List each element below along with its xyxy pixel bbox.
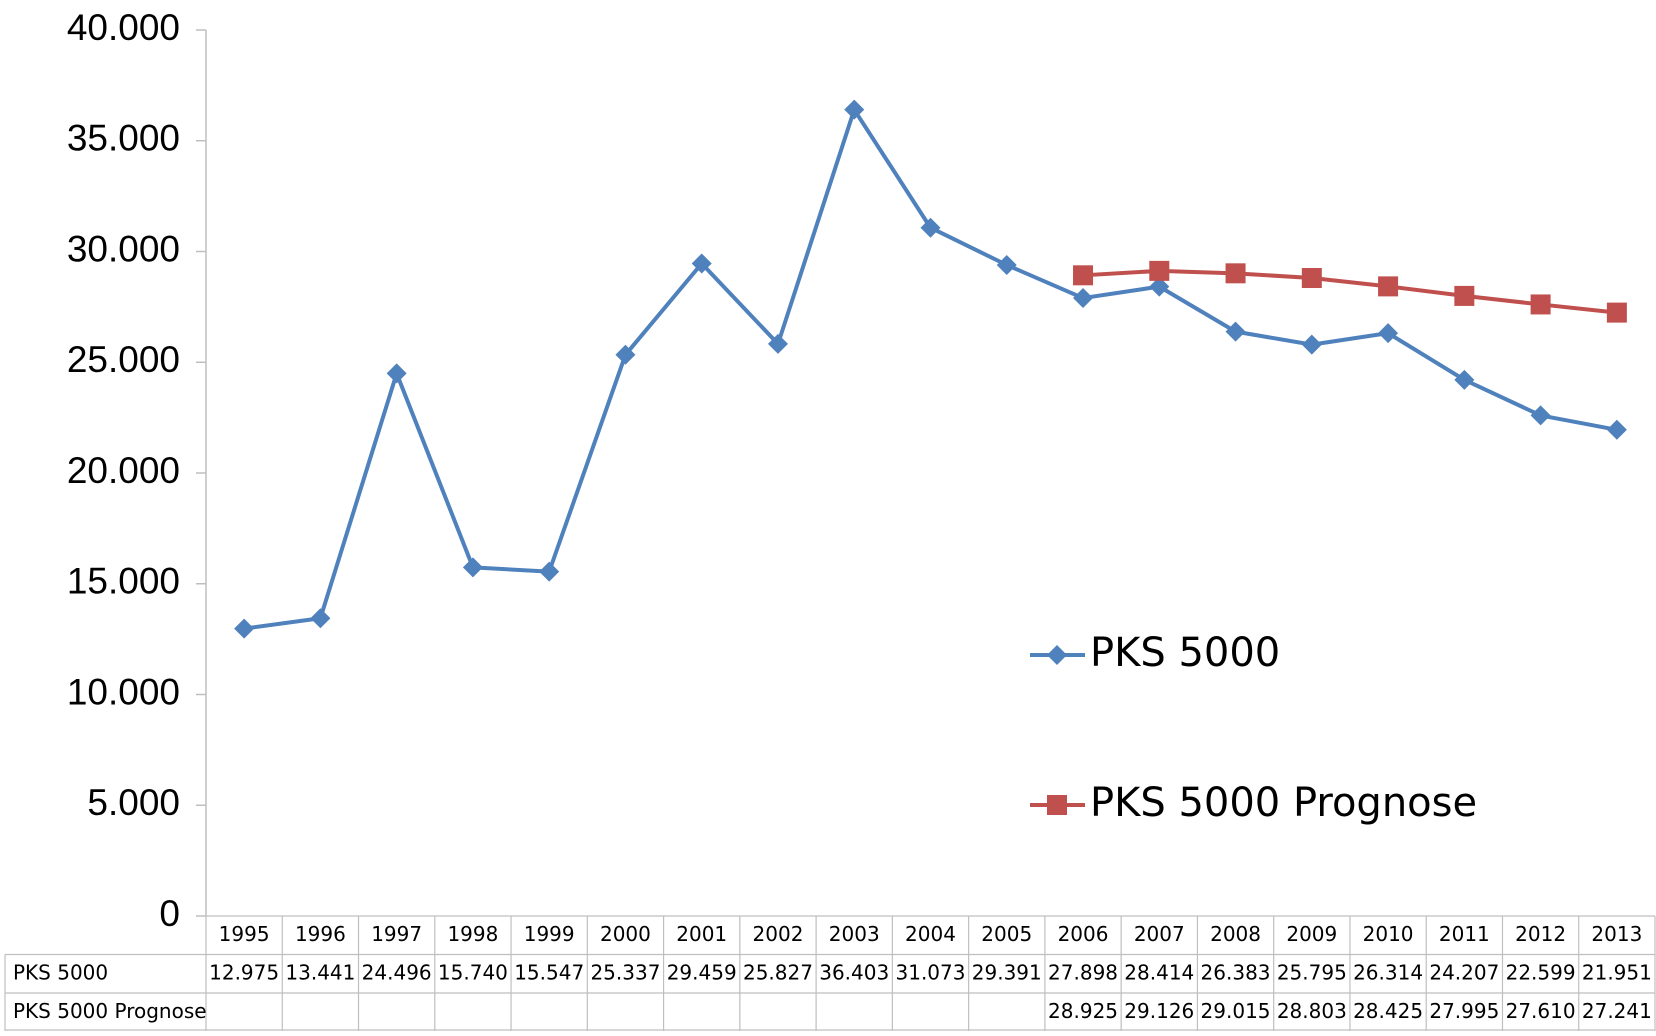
table-cell: 25.827 [743, 960, 813, 984]
table-cell: 24.207 [1429, 960, 1499, 984]
table-cell: 27.610 [1506, 999, 1576, 1023]
point [1301, 268, 1322, 289]
table-cell: 25.337 [590, 960, 660, 984]
point [1073, 265, 1094, 286]
table-cell: 27.241 [1582, 999, 1652, 1023]
table-cell: 29.015 [1201, 999, 1271, 1023]
x-tick-label: 2009 [1286, 922, 1337, 946]
point [310, 608, 331, 629]
y-tick-label: 20.000 [67, 450, 180, 491]
x-tick-label: 2012 [1515, 922, 1566, 946]
table-cell: 29.391 [972, 960, 1042, 984]
y-tick-label: 0 [159, 893, 180, 934]
y-tick-label: 15.000 [67, 561, 180, 602]
point [767, 333, 788, 354]
table-cell: 25.795 [1277, 960, 1347, 984]
point [1225, 263, 1246, 284]
table-cell: 28.425 [1353, 999, 1423, 1023]
point [462, 557, 483, 578]
legend-label: PKS 5000 Prognose [1090, 780, 1477, 826]
x-tick-label: 1995 [219, 922, 270, 946]
x-tick-label: 1996 [295, 922, 346, 946]
table-cell: 36.403 [819, 960, 889, 984]
point [1378, 276, 1399, 297]
x-tick-label: 2003 [829, 922, 880, 946]
point [1606, 419, 1627, 440]
table-cell: 26.383 [1201, 960, 1271, 984]
point [1225, 321, 1246, 342]
x-tick-label: 2007 [1134, 922, 1185, 946]
x-tick-label: 1998 [447, 922, 498, 946]
y-tick-label: 5.000 [87, 782, 180, 823]
legend-marker [1047, 645, 1067, 665]
x-tick-label: 2010 [1363, 922, 1414, 946]
table-cell: 22.599 [1506, 960, 1576, 984]
legend-marker [1047, 795, 1067, 815]
table-row-label: PKS 5000 [13, 960, 108, 984]
y-tick-label: 40.000 [67, 7, 180, 48]
point [996, 254, 1017, 275]
table-cell: 27.898 [1048, 960, 1118, 984]
table-cell: 27.995 [1429, 999, 1499, 1023]
point [234, 618, 255, 639]
x-tick-label: 2004 [905, 922, 956, 946]
x-tick-label: 2005 [981, 922, 1032, 946]
y-tick-label: 30.000 [67, 228, 180, 269]
table-cell: 31.073 [896, 960, 966, 984]
table-cell: 29.126 [1124, 999, 1194, 1023]
table-cell: 15.740 [438, 960, 508, 984]
x-tick-label: 2013 [1591, 922, 1642, 946]
table-cell: 28.925 [1048, 999, 1118, 1023]
point [844, 99, 865, 120]
x-tick-label: 1999 [524, 922, 575, 946]
table-row-label: PKS 5000 Prognose [13, 999, 207, 1023]
y-tick-label: 25.000 [67, 339, 180, 380]
x-tick-label: 2011 [1439, 922, 1490, 946]
table-cell: 12.975 [209, 960, 279, 984]
point [920, 217, 941, 238]
point [1606, 302, 1627, 323]
point [1073, 288, 1094, 309]
point [1530, 405, 1551, 426]
point [1378, 323, 1399, 344]
x-tick-label: 2000 [600, 922, 651, 946]
series-line [243, 107, 1618, 631]
point [1454, 285, 1475, 306]
table-cell: 26.314 [1353, 960, 1423, 984]
y-tick-label: 10.000 [67, 671, 180, 712]
table-cell: 24.496 [362, 960, 432, 984]
table-cell: 28.803 [1277, 999, 1347, 1023]
table-cell: 29.459 [667, 960, 737, 984]
legend-label: PKS 5000 [1090, 630, 1280, 676]
point [1149, 276, 1170, 297]
point [1530, 294, 1551, 315]
point [1454, 369, 1475, 390]
table-cell: 28.414 [1124, 960, 1194, 984]
point [386, 363, 407, 384]
x-tick-label: 2008 [1210, 922, 1261, 946]
x-tick-label: 2002 [753, 922, 804, 946]
point [1149, 260, 1170, 281]
point [1301, 334, 1322, 355]
table-cell: 21.951 [1582, 960, 1652, 984]
table-cell: 15.547 [514, 960, 584, 984]
point [691, 253, 712, 274]
x-tick-label: 1997 [371, 922, 422, 946]
y-tick-label: 35.000 [67, 118, 180, 159]
table-cell: 13.441 [285, 960, 355, 984]
series-line [1082, 268, 1618, 315]
x-tick-label: 2006 [1058, 922, 1109, 946]
point [615, 344, 636, 365]
x-tick-label: 2001 [676, 922, 727, 946]
point [539, 561, 560, 582]
